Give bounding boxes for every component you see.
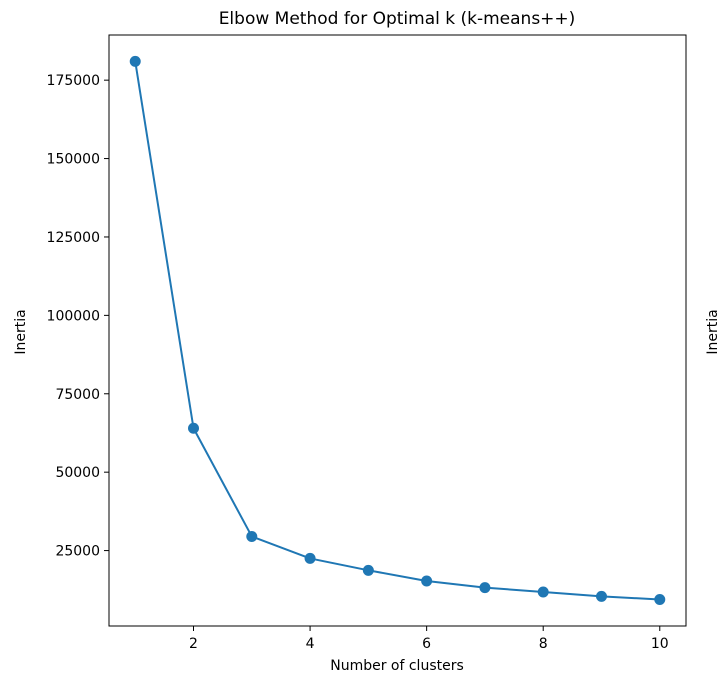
x-tick-label: 4 — [306, 636, 315, 652]
plot-area — [129, 55, 666, 605]
data-point — [537, 586, 549, 598]
y-tick-label: 175000 — [47, 73, 100, 89]
data-point — [421, 575, 433, 587]
data-point — [129, 55, 141, 67]
y-tick-label: 50000 — [55, 465, 100, 481]
x-axis: 2 4 6 8 10 — [189, 626, 669, 652]
y-axis-label-right: Inertia — [705, 309, 721, 354]
chart-title: Elbow Method for Optimal k (k-means++) — [219, 9, 576, 29]
x-tick-label: 6 — [422, 636, 431, 652]
data-point — [246, 530, 258, 542]
data-point — [362, 564, 374, 576]
y-tick-label: 25000 — [55, 544, 100, 560]
data-point — [304, 552, 316, 564]
y-axis: 25000 50000 75000 100000 125000 150000 175000 — [47, 73, 109, 560]
data-point — [595, 590, 607, 602]
y-axis-label: Inertia — [13, 309, 29, 354]
data-point — [188, 422, 200, 434]
y-tick-label: 125000 — [47, 230, 100, 246]
y-tick-label: 100000 — [47, 308, 100, 324]
x-tick-label: 10 — [651, 636, 669, 652]
x-tick-label: 8 — [539, 636, 548, 652]
data-point — [479, 582, 491, 594]
x-tick-label: 2 — [189, 636, 198, 652]
series-line — [134, 61, 660, 601]
plot-frame — [108, 34, 687, 627]
y-tick-label: 150000 — [47, 152, 100, 168]
y-tick-label: 75000 — [55, 387, 100, 403]
x-axis-label: Number of clusters — [330, 658, 464, 674]
data-point — [654, 593, 666, 605]
